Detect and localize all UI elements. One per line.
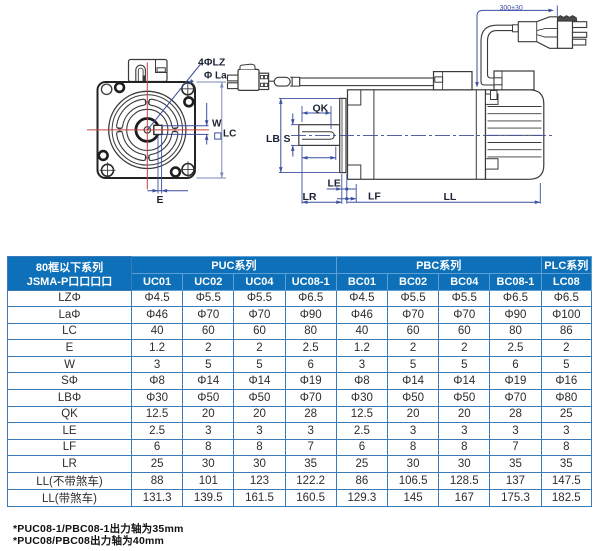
svg-text:Φ La: Φ La (204, 71, 227, 82)
svg-text:LF: LF (368, 191, 381, 203)
svg-text:E: E (157, 194, 164, 206)
svg-text:LL: LL (444, 191, 457, 203)
svg-text:LB: LB (266, 133, 280, 145)
svg-text:LR: LR (303, 191, 317, 203)
svg-text:LE: LE (328, 178, 341, 190)
svg-text:LC: LC (223, 129, 236, 140)
svg-text:4ΦLZ: 4ΦLZ (198, 57, 226, 69)
svg-text:W: W (212, 118, 222, 129)
svg-text:QK: QK (313, 103, 329, 115)
svg-text:S: S (284, 133, 291, 145)
svg-text:300±30: 300±30 (500, 5, 523, 12)
